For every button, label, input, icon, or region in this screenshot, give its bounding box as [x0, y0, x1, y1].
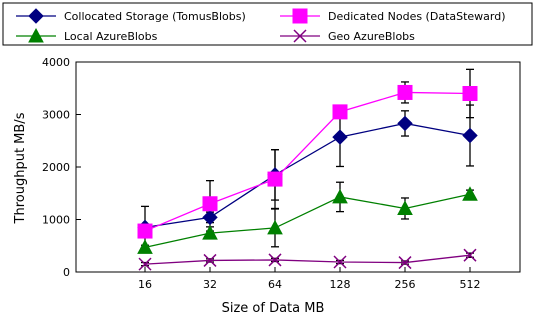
data-point [203, 253, 217, 267]
x-tick-label: 16 [138, 278, 152, 291]
data-point [333, 255, 347, 269]
data-point [202, 209, 218, 226]
legend-label: Geo AzureBlobs [328, 30, 415, 43]
y-tick-label: 0 [63, 266, 70, 279]
y-tick-label: 3000 [42, 109, 70, 122]
data-point [462, 186, 478, 201]
data-point [462, 86, 478, 101]
data-point [268, 253, 282, 267]
x-tick-label: 128 [330, 278, 351, 291]
data-point [397, 84, 413, 100]
x-tick-label: 512 [460, 278, 481, 291]
series-3-errorbars [141, 252, 474, 267]
data-point [202, 196, 218, 212]
x-tick-label: 32 [203, 278, 217, 291]
y-tick-label: 1000 [42, 214, 70, 227]
series-line-1 [144, 91, 471, 232]
data-point [332, 104, 348, 120]
series-1-errorbars [141, 68, 474, 235]
data-point [137, 223, 153, 239]
legend-marker [292, 8, 308, 24]
series-line-0 [144, 122, 471, 229]
legend-marker [28, 27, 44, 43]
data-point [397, 200, 413, 215]
data-point [202, 225, 218, 240]
legend-box [2, 2, 533, 46]
y-tick-label: 4000 [42, 56, 70, 69]
data-point [462, 127, 478, 144]
x-tick-label: 256 [395, 278, 416, 291]
legend-item: Local AzureBlobs [16, 27, 158, 43]
legend-item: Geo AzureBlobs [280, 29, 415, 43]
data-point [463, 248, 477, 262]
data-point [267, 171, 283, 187]
data-point [137, 239, 153, 254]
series-line-2 [144, 193, 471, 248]
legend-marker [293, 29, 307, 43]
y-axis-label: Throughput MB/s [13, 112, 28, 224]
legend-item: Dedicated Nodes (DataSteward) [280, 8, 506, 24]
x-tick-label: 64 [268, 278, 282, 291]
legend-label: Local AzureBlobs [64, 30, 158, 43]
legend-item: Collocated Storage (TomusBlobs) [16, 8, 246, 24]
series-2-errorbars [141, 181, 474, 251]
data-point [267, 219, 283, 235]
x-axis-label: Size of Data MB [222, 301, 325, 316]
legend-label: Collocated Storage (TomusBlobs) [64, 10, 246, 23]
data-point [332, 188, 348, 204]
series-line-3 [144, 254, 471, 265]
data-point [397, 115, 413, 132]
legend-label: Dedicated Nodes (DataSteward) [328, 10, 506, 23]
data-point [398, 256, 412, 270]
legend: Collocated Storage (TomusBlobs) Dedicated… [2, 2, 533, 46]
data-point [138, 257, 152, 271]
data-point [332, 129, 348, 145]
plot-area: 0 1000 2000 3000 4000 16 32 64 128 256 512 [42, 56, 521, 291]
legend-marker [28, 8, 44, 24]
y-tick-label: 2000 [42, 161, 70, 174]
